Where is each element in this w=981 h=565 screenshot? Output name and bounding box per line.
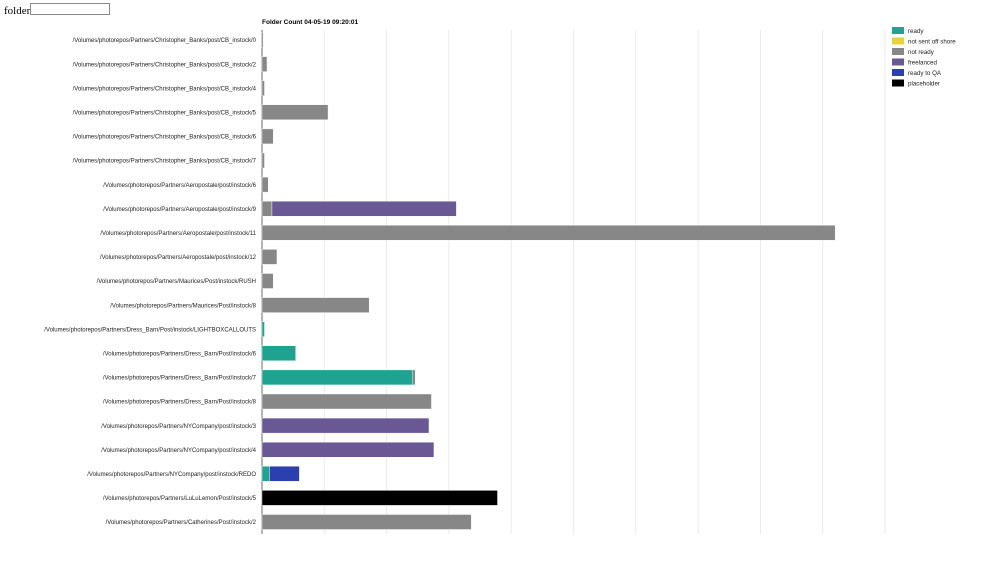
- category-label: /Volumes/photorepos/Partners/Aeropostale…: [103, 183, 256, 189]
- category-label: /Volumes/photorepos/Partners/Dress_Barn/…: [103, 352, 257, 358]
- bar-segment-ready: [261, 466, 270, 482]
- bar-segment-ready: [261, 345, 296, 361]
- bar-segment-not-ready: [261, 80, 265, 96]
- category-label: /Volumes/photorepos/Partners/NYCompany/p…: [101, 424, 256, 430]
- bar-segment-placeholder: [261, 490, 498, 506]
- category-label: /Volumes/photorepos/Partners/Aeropostale…: [103, 207, 256, 213]
- bar-segment-not-ready: [261, 152, 265, 169]
- bar-segment-not-ready: [261, 297, 370, 313]
- category-label: /Volumes/photorepos/Partners/NYCompany/p…: [101, 448, 256, 454]
- legend-swatch: [892, 48, 904, 55]
- bar-segment-not-ready: [261, 56, 268, 72]
- legend-swatch: [892, 58, 904, 66]
- bar-segment-not-ready: [261, 128, 274, 145]
- category-label: /Volumes/photorepos/Partners/Maurices/Po…: [110, 303, 256, 309]
- legend-swatch: [892, 79, 904, 87]
- bar-segment-ready-to-qa: [269, 466, 300, 482]
- chart-gridlines: [323, 30, 886, 534]
- category-label: /Volumes/photorepos/Partners/LuLuLemon/P…: [103, 496, 257, 502]
- legend-swatch: [892, 37, 904, 45]
- category-label: /Volumes/photorepos/Partners/Christopher…: [73, 62, 257, 68]
- legend-label: ready: [908, 28, 924, 35]
- folder-filter-label: folder: [4, 5, 31, 17]
- legend-label: placeholder: [908, 81, 940, 88]
- bar-segment-freelanced: [261, 442, 435, 458]
- bar-segment-not-ready: [261, 225, 836, 241]
- bar-segment-not-ready: [261, 514, 472, 530]
- category-label: /Volumes/photorepos/Partners/Dress_Barn/…: [44, 327, 256, 333]
- bar-segment-not-ready: [261, 32, 264, 48]
- bar-segment-freelanced: [261, 417, 430, 434]
- legend-swatch: [892, 69, 904, 76]
- category-label: /Volumes/photorepos/Partners/Aeropostale…: [100, 231, 256, 237]
- bar-segment-not-ready: [261, 273, 274, 289]
- chart-title: Folder Count 04-05-19 09:20:01: [262, 19, 358, 26]
- category-label: /Volumes/photorepos/Partners/Dress_Barn/…: [103, 376, 257, 382]
- legend-label: not sent off shore: [908, 39, 956, 46]
- legend-swatch: [892, 27, 904, 34]
- bar-segment-not-ready: [261, 176, 269, 193]
- category-label: /Volumes/photorepos/Partners/Dress_Barn/…: [103, 400, 257, 406]
- category-label: /Volumes/photorepos/Partners/Christopher…: [73, 159, 257, 165]
- bar-segment-not-ready: [261, 104, 329, 121]
- category-label: /Volumes/photorepos/Partners/Maurices/Po…: [97, 279, 256, 285]
- category-label: /Volumes/photorepos/Partners/Christopher…: [73, 38, 257, 44]
- bar-segment-ready: [261, 369, 413, 386]
- bar-segment-freelanced: [271, 200, 457, 217]
- bar-segment-not-ready: [261, 249, 278, 265]
- folder-filter-input[interactable]: [30, 3, 110, 15]
- legend-label: freelanced: [908, 60, 937, 67]
- category-label: /Volumes/photorepos/Partners/Catherines/…: [106, 520, 257, 526]
- bar-segment-ready: [261, 321, 265, 337]
- category-label: /Volumes/photorepos/Partners/NYCompany/p…: [87, 472, 256, 478]
- category-label: /Volumes/photorepos/Partners/Christopher…: [73, 111, 257, 117]
- chart-legend: ready not sent off shore not ready freelanc…: [892, 27, 956, 88]
- category-labels: /Volumes/photorepos/Partners/Christopher…: [44, 38, 256, 526]
- category-label: /Volumes/photorepos/Partners/Christopher…: [73, 86, 257, 92]
- bar-segment-not-ready: [261, 393, 432, 410]
- chart-bars: [261, 32, 836, 530]
- legend-label: ready to QA: [908, 70, 942, 77]
- legend-label: not ready: [908, 49, 935, 56]
- category-label: /Volumes/photorepos/Partners/Aeropostale…: [100, 255, 257, 261]
- bar-segment-not-ready: [261, 200, 273, 217]
- bar-segment-not-ready: [412, 369, 416, 386]
- category-label: /Volumes/photorepos/Partners/Christopher…: [73, 135, 257, 141]
